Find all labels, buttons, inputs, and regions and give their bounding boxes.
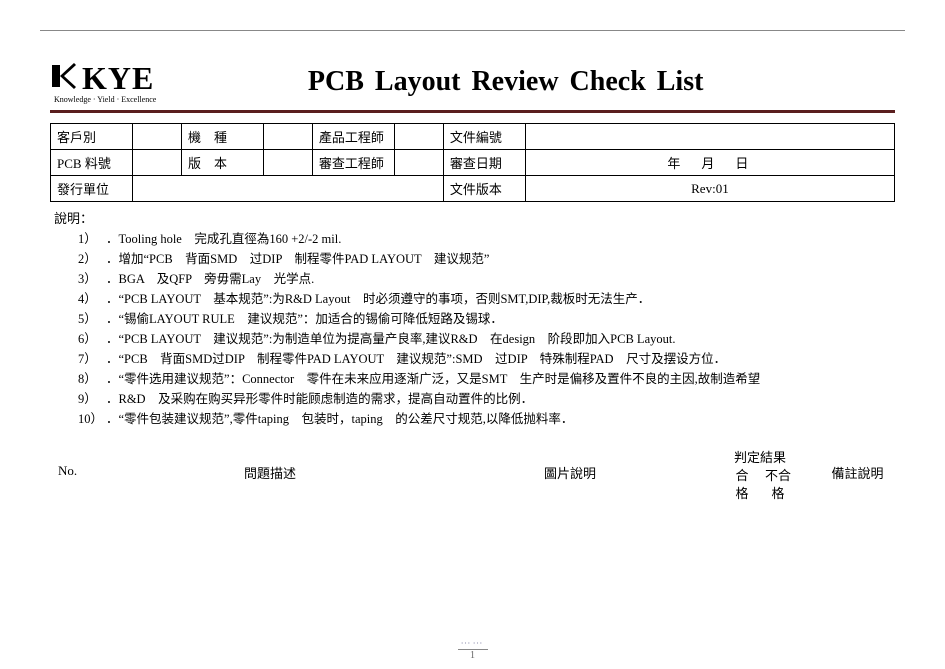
list-item: 8）．“零件选用建议规范”：Connector 零件在未来应用逐渐广泛，又是SM… [78, 369, 895, 389]
val-issuer [133, 176, 444, 202]
list-item: 10）．“零件包装建议规范”,零件taping 包装时，taping 的公差尺寸… [78, 409, 895, 429]
logo-text: KYE [82, 60, 154, 97]
lbl-model: 機 種 [181, 124, 263, 150]
table-row: 發行單位 文件版本 Rev:01 [51, 176, 895, 202]
note-number: 4） [78, 289, 106, 309]
note-number: 10） [78, 409, 106, 429]
note-number: 3） [78, 269, 106, 289]
val-customer [133, 124, 182, 150]
note-text: ．“零件包装建议规范”,零件taping 包装时，taping 的公差尺寸规范,… [106, 412, 573, 426]
footer-dots-icon: ⋯⋯ [0, 638, 945, 649]
lbl-prod-eng: 產品工程師 [312, 124, 394, 150]
list-item: 3）．BGA 及QFP 旁毋需Lay 光学点. [78, 269, 895, 289]
note-number: 5） [78, 309, 106, 329]
col-judge-ng-2: 格 [764, 486, 792, 502]
notes-list: 1）．Tooling hole 完成孔直徑為160 +2/-2 mil.2）．增… [78, 229, 895, 429]
table-row: 客戶別 機 種 產品工程師 文件編號 [51, 124, 895, 150]
header: KYE Knowledge · Yield · Excellence PCB L… [50, 60, 895, 104]
lbl-doc-ver: 文件版本 [443, 176, 525, 202]
page-title: PCB Layout Review Check List [176, 66, 895, 98]
column-headers: No. 問題描述 圖片說明 判定結果 合 不合 格 格 備註說明 [50, 447, 895, 502]
val-pcb-pn [133, 150, 182, 176]
page-number: 1 [0, 650, 945, 661]
top-rule [40, 30, 905, 31]
col-remark: 備註說明 [820, 447, 895, 502]
note-text: ．“PCB 背面SMD过DIP 制程零件PAD LAYOUT 建议规范”:SMD… [106, 352, 726, 366]
note-text: ．增加“PCB 背面SMD 过DIP 制程零件PAD LAYOUT 建议规范” [106, 252, 490, 266]
lbl-review-eng: 審查工程師 [312, 150, 394, 176]
list-item: 7）．“PCB 背面SMD过DIP 制程零件PAD LAYOUT 建议规范”:S… [78, 349, 895, 369]
col-no: No. [50, 447, 100, 502]
lbl-pcb-pn: PCB 料號 [51, 150, 133, 176]
note-text: ．“锡偷LAYOUT RULE 建议规范”：加适合的锡偷可降低短路及锡球． [106, 312, 503, 326]
list-item: 5）．“锡偷LAYOUT RULE 建议规范”：加适合的锡偷可降低短路及锡球． [78, 309, 895, 329]
col-img: 圖片說明 [440, 447, 700, 502]
col-desc: 問題描述 [100, 447, 440, 502]
col-judge-title: 判定結果 [700, 447, 820, 466]
val-prod-eng [394, 124, 443, 150]
logo: KYE Knowledge · Yield · Excellence [50, 60, 156, 104]
list-item: 2）．增加“PCB 背面SMD 过DIP 制程零件PAD LAYOUT 建议规范… [78, 249, 895, 269]
note-number: 1） [78, 229, 106, 249]
note-number: 6） [78, 329, 106, 349]
note-number: 8） [78, 369, 106, 389]
table-row: PCB 料號 版 本 審查工程師 審查日期 年 月 日 [51, 150, 895, 176]
val-doc-no [525, 124, 894, 150]
note-text: ．“PCB LAYOUT 基本规范”:为R&D Layout 时必须遵守的事项，… [106, 292, 650, 306]
list-item: 1）．Tooling hole 完成孔直徑為160 +2/-2 mil. [78, 229, 895, 249]
val-model [263, 124, 312, 150]
logo-mark-icon [50, 61, 78, 89]
list-item: 9）．R&D 及采购在购买异形零件时能顾虑制造的需求，提高自动置件的比例． [78, 389, 895, 409]
note-text: ．“PCB LAYOUT 建议规范”:为制造单位为提高量产良率,建议R&D 在d… [106, 332, 675, 346]
page: KYE Knowledge · Yield · Excellence PCB L… [0, 0, 945, 669]
note-text: ．Tooling hole 完成孔直徑為160 +2/-2 mil. [106, 232, 341, 246]
note-text: ．R&D 及采购在购买异形零件时能顾虑制造的需求，提高自动置件的比例． [106, 392, 533, 406]
val-version [263, 150, 312, 176]
note-number: 9） [78, 389, 106, 409]
col-judge: 判定結果 合 不合 格 格 [700, 447, 820, 502]
lbl-version: 版 本 [181, 150, 263, 176]
val-doc-ver: Rev:01 [525, 176, 894, 202]
list-item: 6）．“PCB LAYOUT 建议规范”:为制造单位为提高量产良率,建议R&D … [78, 329, 895, 349]
lbl-issuer: 發行單位 [51, 176, 133, 202]
lbl-customer: 客戶別 [51, 124, 133, 150]
val-review-date: 年 月 日 [525, 150, 894, 176]
note-number: 2） [78, 249, 106, 269]
note-text: ．BGA 及QFP 旁毋需Lay 光学点. [106, 272, 314, 286]
list-item: 4）．“PCB LAYOUT 基本规范”:为R&D Layout 时必须遵守的事… [78, 289, 895, 309]
notes-label: 說明： [54, 208, 895, 227]
lbl-review-date: 審查日期 [443, 150, 525, 176]
logo-subtext: Knowledge · Yield · Excellence [54, 95, 156, 104]
lbl-doc-no: 文件編號 [443, 124, 525, 150]
header-rule [50, 110, 895, 113]
col-judge-ng-1: 不合 [764, 468, 792, 484]
note-text: ．“零件选用建议规范”：Connector 零件在未来应用逐渐广泛，又是SMT … [106, 372, 760, 386]
val-review-eng [394, 150, 443, 176]
col-judge-ok-1: 合 [728, 468, 756, 484]
note-number: 7） [78, 349, 106, 369]
footer: ⋯⋯ 1 [0, 638, 945, 661]
col-judge-ok-2: 格 [728, 486, 756, 502]
info-table: 客戶別 機 種 產品工程師 文件編號 PCB 料號 版 本 審查工程師 審查日期… [50, 123, 895, 202]
